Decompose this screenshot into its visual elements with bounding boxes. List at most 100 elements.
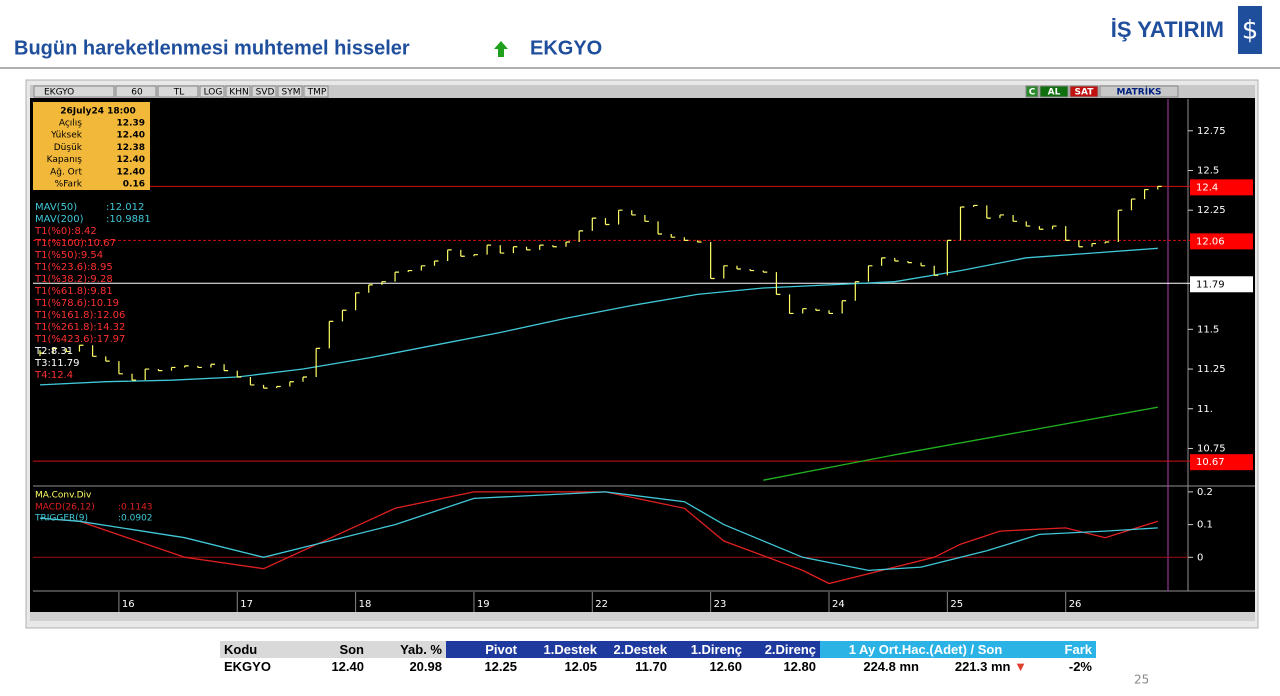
header-cell: Kodu [220, 641, 300, 658]
price-bar [276, 385, 281, 389]
price-bar [775, 272, 781, 295]
cell: 224.8 mn [863, 659, 919, 674]
price-bar [841, 300, 847, 314]
price-bar [1157, 185, 1162, 190]
price-bar [39, 350, 44, 357]
info-label: Ağ. Ort [50, 167, 82, 177]
price-bar [973, 204, 978, 208]
toolbar-button [1069, 85, 1099, 98]
cell: 12.05 [564, 659, 597, 674]
price-bar [118, 361, 123, 375]
price-bar [710, 241, 715, 280]
price-bar [236, 370, 242, 378]
info-box [33, 102, 150, 190]
header-cell: Yab. % [368, 641, 446, 658]
price-bar [433, 260, 439, 266]
toolbar-button [1039, 85, 1069, 98]
level-box [1190, 454, 1253, 471]
x-tick-label: 18 [359, 599, 372, 610]
level-box [1190, 276, 1253, 293]
header-cell: 2.Destek [601, 641, 671, 658]
level-text: T1(%61.8):9.81 [34, 286, 113, 297]
toolbar-button [303, 85, 329, 98]
level-text: T2:8.31 [34, 346, 73, 357]
toolbar-button [277, 85, 303, 98]
x-tick-label: 23 [714, 599, 727, 610]
price-bar [539, 244, 544, 250]
logo-mark [1238, 6, 1262, 54]
level-label: 11.79 [1196, 279, 1225, 290]
level-text: T1(%100):10.67 [34, 238, 116, 249]
level-text: T1(%50):9.54 [34, 250, 103, 261]
price-bar [460, 249, 465, 257]
price-bar [788, 294, 794, 315]
info-value: 12.40 [117, 155, 145, 165]
price-bar [184, 365, 189, 368]
price-bar [262, 384, 268, 389]
price-bar [552, 245, 557, 248]
x-tick-label: 16 [122, 599, 135, 610]
cell: 221.3 mn ▼ [923, 658, 1031, 675]
level-label: 12.4 [1196, 182, 1218, 193]
header-cell: 1 Ay Ort.Hac.(Adet) / Son [820, 641, 1031, 658]
cell: 12.80 [783, 659, 816, 674]
indicator-readout: :10.9881 [106, 214, 151, 225]
toolbar-button [225, 85, 251, 98]
indicator-name: MAV(200) [35, 214, 84, 225]
price-bar [828, 310, 833, 315]
info-title: 26July24 18:00 [60, 107, 136, 117]
price-bar [512, 246, 518, 254]
price-bar [986, 205, 991, 219]
price-bar [92, 345, 97, 357]
logo-text: İŞ YATIRIM [1111, 17, 1224, 42]
cell: 12.25 [484, 659, 517, 674]
info-value: 12.40 [117, 131, 145, 141]
price-bar [223, 364, 229, 372]
price-bar [1104, 241, 1110, 244]
macd-line [39, 491, 1158, 572]
up-arrow [494, 41, 508, 57]
price-bar [420, 265, 426, 271]
cell: 12.40 [331, 659, 364, 674]
down-triangle: ▼ [1014, 659, 1027, 674]
price-bar [894, 257, 899, 262]
moving-average-line [39, 247, 1158, 386]
header-cell: 2.Direnç [746, 641, 820, 658]
price-bar [1025, 221, 1031, 227]
info-value: 0.16 [123, 180, 145, 190]
price-bar [525, 246, 531, 251]
info-label: %Fark [55, 180, 83, 190]
price-bar [381, 281, 386, 285]
price-bar [144, 368, 150, 381]
price-bar [881, 257, 886, 266]
y-tick-label: 12.25 [1197, 205, 1226, 216]
price-bar [1038, 226, 1044, 230]
price-bar [315, 347, 321, 377]
toolbar-label: LOG [204, 88, 223, 98]
price-bar [197, 365, 202, 369]
price-bar [157, 369, 163, 372]
price-bar [1078, 240, 1083, 248]
x-tick-label: 17 [240, 599, 253, 610]
toolbar-label: 60 [131, 88, 143, 98]
indicator-name: MAV(50) [35, 202, 77, 213]
header-cell: Fark [1031, 641, 1096, 658]
price-bar [289, 381, 294, 387]
cell: 12.60 [709, 659, 742, 674]
info-label: Düşük [54, 143, 83, 153]
date-axis [30, 592, 1255, 612]
macd-readout: :0.1143 [118, 503, 153, 513]
toolbar-label: SYM [282, 88, 301, 98]
y-tick-label: 12.75 [1197, 126, 1226, 137]
price-bar [368, 284, 373, 293]
price-bar [907, 261, 912, 264]
header-cell: 1.Destek [521, 641, 601, 658]
price-bar [52, 347, 58, 354]
level-text: T4:12.4 [34, 370, 73, 381]
price-bar [723, 265, 728, 279]
price-bar [407, 269, 413, 273]
price-bar [105, 356, 110, 362]
cell: EKGYO [224, 659, 271, 674]
price-bar [683, 237, 689, 241]
y-tick-label: 11. [1197, 404, 1213, 415]
